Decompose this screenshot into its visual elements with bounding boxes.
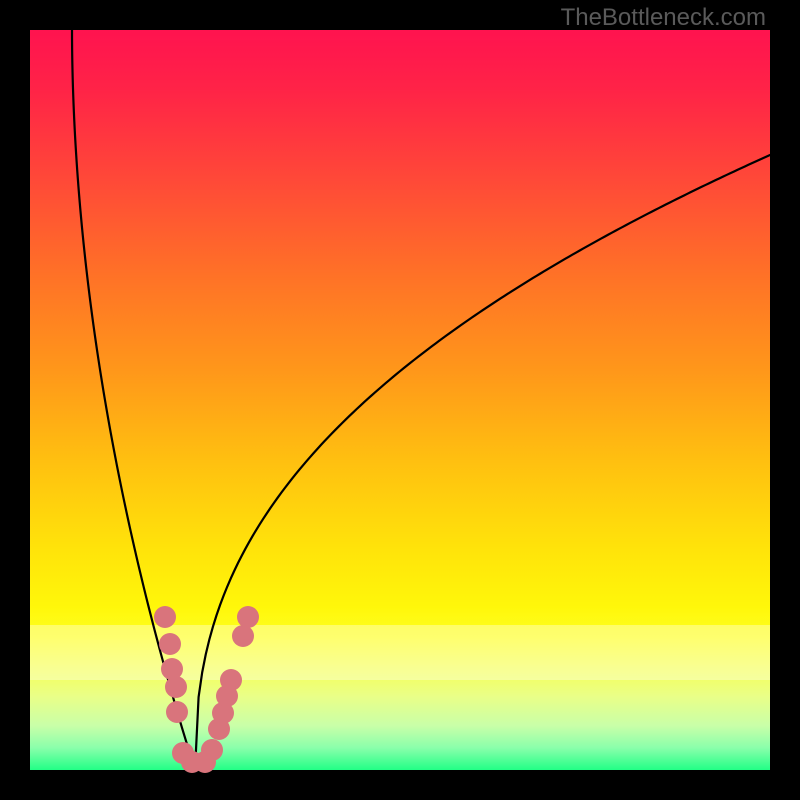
bottleneck-chart	[0, 0, 800, 800]
watermark-text: TheBottleneck.com	[561, 4, 768, 32]
chart-stage: TheBottleneck.com	[0, 0, 800, 800]
